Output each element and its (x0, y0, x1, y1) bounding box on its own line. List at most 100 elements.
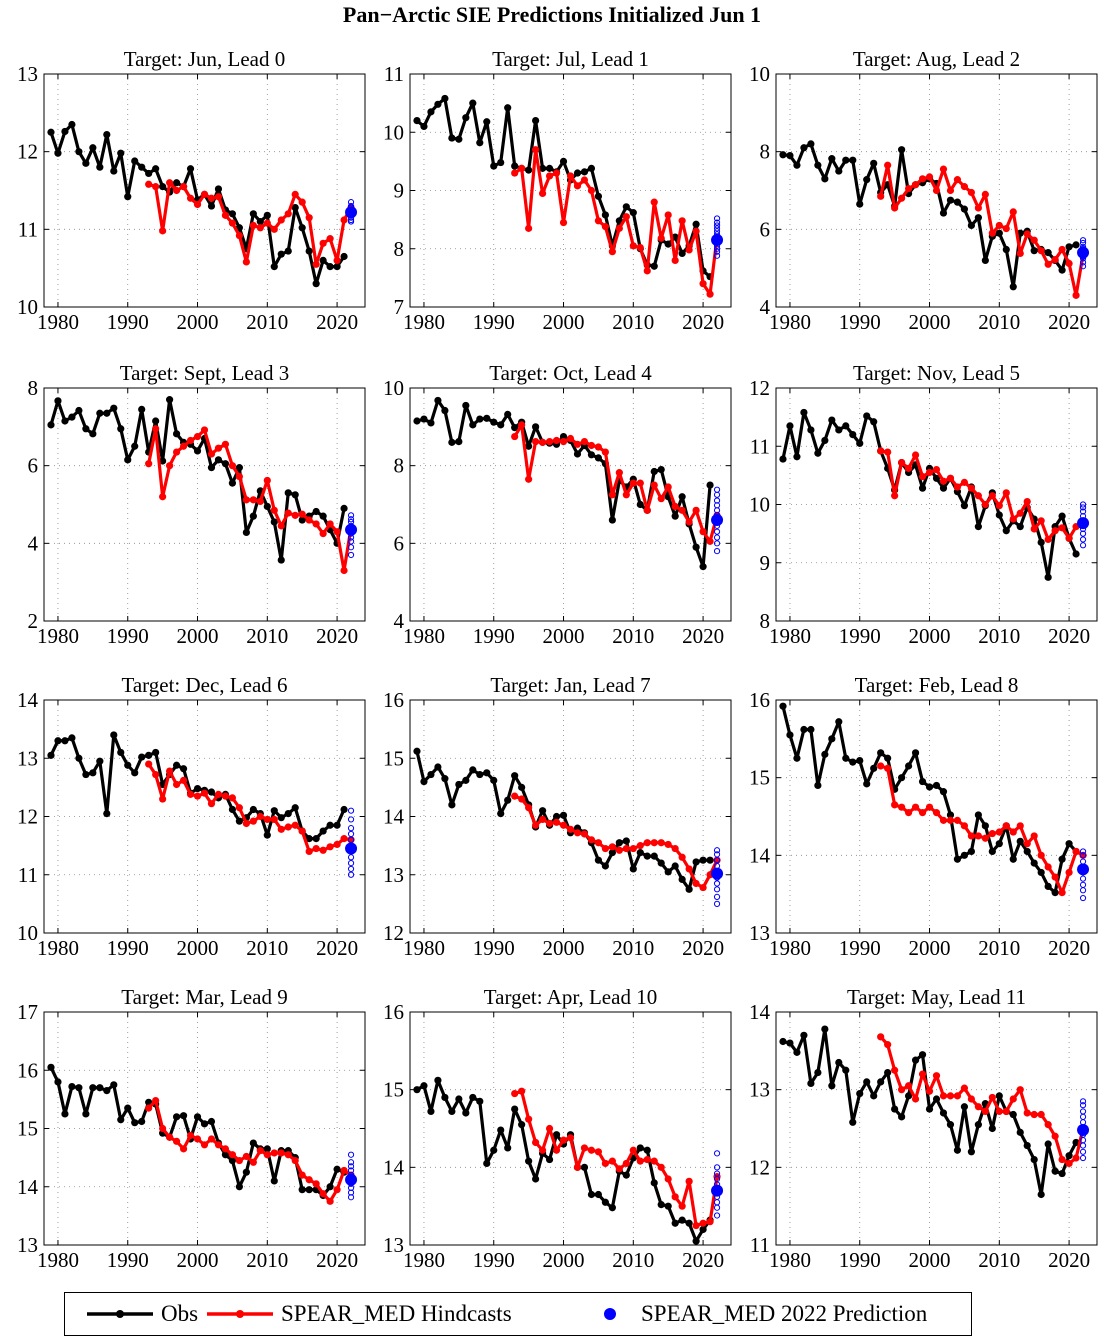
hindcast-point (545, 437, 554, 446)
obs-point (476, 415, 484, 423)
hindcast-point (263, 476, 271, 485)
hindcast-point (629, 844, 637, 853)
hindcast-point (974, 492, 982, 500)
obs-point (842, 1066, 850, 1074)
panel-title: Target: Apr, Lead 10 (484, 985, 657, 1009)
prediction-member (1079, 875, 1087, 882)
figure-title: Pan−Arctic SIE Predictions Initialized J… (342, 2, 762, 27)
hindcast-point (291, 1156, 299, 1165)
obs-point (469, 766, 477, 774)
obs-point (779, 455, 787, 463)
obs-point (434, 396, 442, 405)
prediction-mean (1077, 246, 1090, 259)
x-tick-label: 2000 (909, 624, 951, 648)
prediction-member (347, 544, 355, 551)
hindcast-point (988, 829, 996, 838)
hindcast-point (284, 210, 292, 218)
prediction-member (1079, 237, 1087, 244)
obs-point (124, 1104, 132, 1112)
hindcast-point (643, 267, 651, 275)
legend-obs-label: Obs (161, 1301, 199, 1326)
hindcast-point (1065, 534, 1073, 542)
hindcast-point (629, 1146, 637, 1154)
obs-point (96, 757, 104, 765)
prediction-member (347, 538, 355, 545)
y-tick-label: 15 (383, 1078, 404, 1102)
prediction-member (1079, 1098, 1087, 1105)
hindcast-point (207, 194, 216, 202)
obs-point (319, 827, 327, 835)
hindcast-point (1023, 497, 1031, 506)
hindcast-point (1044, 863, 1052, 871)
hindcast-point (1023, 230, 1031, 238)
hindcast-point (249, 1158, 257, 1166)
obs-point (1030, 859, 1038, 867)
y-tick-label: 10 (749, 493, 770, 517)
hindcast-point (193, 792, 202, 800)
hindcast-point (207, 450, 216, 458)
obs-point (967, 221, 975, 230)
hindcast-point (326, 843, 334, 851)
hindcast-point (179, 183, 188, 191)
obs-point (305, 835, 313, 843)
y-tick-label: 14 (749, 843, 771, 867)
obs-point (870, 1092, 878, 1100)
hindcast-point (995, 828, 1003, 836)
obs-point (932, 1095, 941, 1103)
obs-point (193, 447, 202, 455)
obs-point (462, 1109, 470, 1117)
obs-point (214, 185, 223, 193)
hindcast-point (601, 448, 609, 456)
obs-point (504, 796, 512, 804)
hindcast-point (235, 1156, 243, 1165)
hindcast-point (552, 818, 561, 826)
hindcast-point (538, 815, 547, 824)
hindcast-point (918, 1070, 927, 1078)
hindcast-point (305, 516, 313, 524)
hindcast-point (608, 1157, 616, 1165)
obs-point (82, 159, 90, 167)
prediction-member (713, 851, 721, 858)
y-tick-label: 10 (383, 376, 404, 400)
obs-point (284, 489, 292, 497)
hindcast-point (988, 229, 996, 237)
hindcast-point (298, 198, 306, 206)
obs-point (800, 144, 808, 152)
obs-point (462, 776, 470, 784)
y-tick-label: 4 (28, 531, 39, 555)
obs-point (786, 422, 794, 430)
hindcast-point (904, 1082, 913, 1090)
hindcast-point (608, 843, 616, 851)
obs-point (145, 751, 153, 759)
obs-point (469, 99, 477, 107)
panel-title: Target: Dec, Lead 6 (121, 673, 287, 697)
obs-point (186, 165, 195, 173)
obs-point (960, 502, 969, 510)
obs-point (298, 1186, 306, 1194)
prediction-member (1079, 263, 1087, 270)
obs-point (918, 484, 927, 492)
obs-point (511, 1105, 519, 1113)
hindcast-point (312, 1180, 320, 1188)
obs-point (490, 418, 498, 426)
prediction-member (347, 512, 355, 519)
obs-point (995, 511, 1003, 519)
prediction-mean (711, 234, 724, 247)
obs-point (559, 811, 568, 819)
hindcast-point (699, 280, 707, 288)
hindcast-point (911, 181, 920, 189)
hindcast-point (636, 479, 644, 487)
obs-point (54, 1078, 62, 1086)
hindcast-point (538, 438, 547, 446)
obs-point (828, 1082, 836, 1090)
obs-point (277, 250, 285, 258)
y-tick-label: 14 (749, 1000, 771, 1024)
obs-point (138, 1117, 146, 1126)
obs-point (608, 1204, 616, 1212)
y-tick-label: 11 (18, 863, 38, 887)
obs-point (228, 479, 237, 487)
hindcast-point (939, 165, 948, 173)
prediction-member (1079, 881, 1087, 888)
hindcast-point (270, 225, 278, 233)
prediction-mean (345, 842, 358, 855)
